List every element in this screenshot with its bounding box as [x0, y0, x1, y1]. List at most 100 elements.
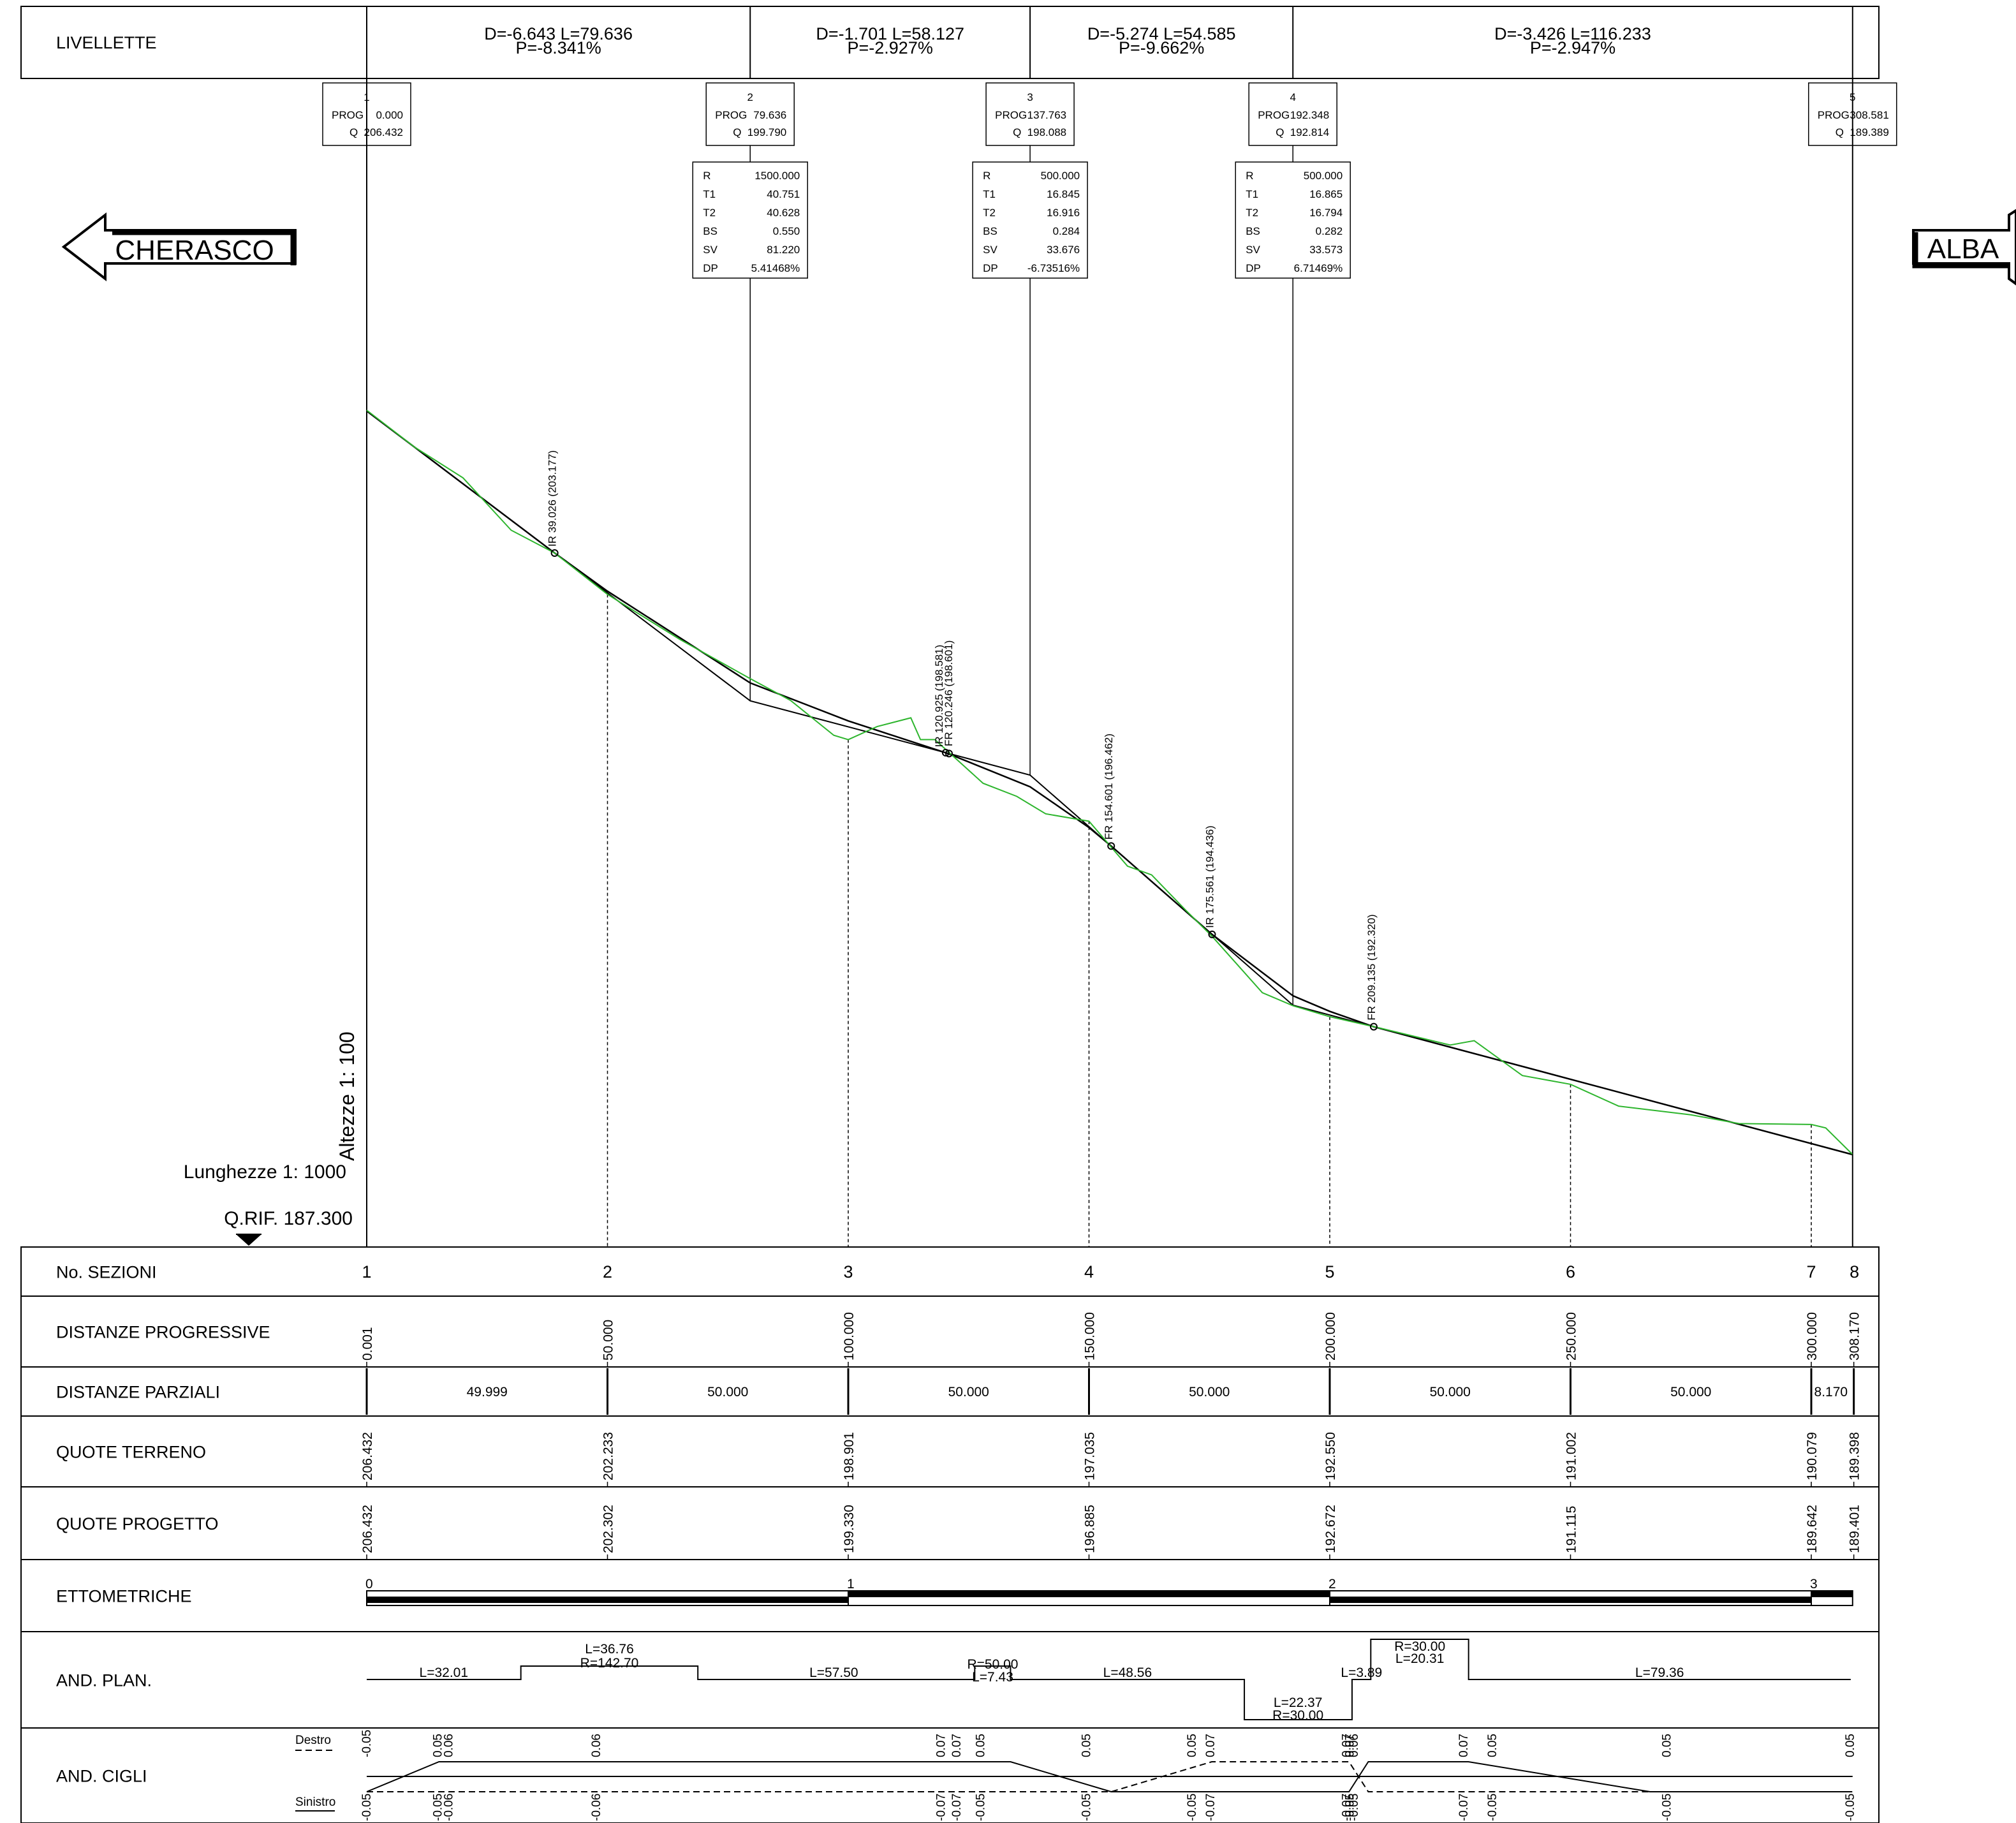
cigli-top-value: 0.05 — [1661, 1734, 1674, 1757]
livellette-segment-line2: P=-2.947% — [1530, 38, 1615, 57]
section-number: 8 — [1850, 1262, 1859, 1281]
cigli-bottom-value: -0.05 — [1186, 1794, 1199, 1821]
curve-param-value: 1500.000 — [754, 170, 800, 182]
curve-param-label: T2 — [703, 207, 716, 219]
section-number: 3 — [843, 1262, 853, 1281]
cigli-bottom-value: -0.05 — [360, 1794, 374, 1821]
curve-param-label: BS — [1246, 225, 1260, 237]
vertex-q-value: 199.790 — [747, 126, 786, 138]
right-arrow-shadow — [1912, 232, 2009, 269]
livellette-segment-line1: D=-5.274 L=54.585 — [1087, 24, 1236, 43]
cigli-bottom-value: -0.07 — [935, 1794, 948, 1821]
table-value-progressive: 308.170 — [1848, 1312, 1862, 1361]
curve-param-value: 40.628 — [767, 207, 800, 219]
curve-param-value: 16.845 — [1047, 188, 1080, 200]
cigli-top-value: 0.05 — [432, 1734, 445, 1757]
section-number: 4 — [1084, 1262, 1094, 1281]
cigli-bottom-value: -0.05 — [432, 1794, 445, 1821]
table-value-progetto: 189.642 — [1805, 1505, 1820, 1553]
section-number: 5 — [1325, 1262, 1334, 1281]
partial-distance-value: 49.999 — [467, 1385, 508, 1399]
curve-param-value: 500.000 — [1041, 170, 1080, 182]
plan-element-detail: L=7.43 — [972, 1670, 1013, 1685]
curve-param-label: DP — [983, 262, 998, 274]
marker-point — [550, 549, 559, 557]
vertex-prog-label: PROG — [1258, 109, 1290, 121]
table-row-label-sezioni: No. SEZIONI — [56, 1263, 157, 1282]
partial-distance-value: 50.000 — [1430, 1385, 1471, 1399]
section-number: 1 — [362, 1262, 371, 1281]
partial-distance-value: 50.000 — [1189, 1385, 1230, 1399]
partial-distance-value: 50.000 — [707, 1385, 748, 1399]
section-number: 2 — [603, 1262, 612, 1281]
curve-param-value: 40.751 — [767, 188, 800, 200]
table-value-progetto: 206.432 — [360, 1505, 375, 1553]
table-value-progetto: 192.672 — [1323, 1505, 1338, 1553]
plan-element-label: R=30.00 — [1394, 1639, 1445, 1654]
marker-label: IR 120.925 (198.581) — [933, 645, 945, 748]
curve-param-value: -6.73516% — [1027, 262, 1080, 274]
cigli-bottom-value: -0.07 — [1204, 1794, 1218, 1821]
plan-element-label: L=22.37 — [1274, 1695, 1323, 1710]
curve-param-value: 0.284 — [1053, 225, 1080, 237]
vertex-prog-label: PROG — [995, 109, 1027, 121]
livellette-band — [20, 6, 1880, 79]
vertex-q-label: Q — [1013, 126, 1021, 138]
curve-param-value: 81.220 — [767, 244, 800, 256]
curve-param-label: SV — [703, 244, 717, 256]
vertex-prog-label: PROG — [1818, 109, 1850, 121]
hectometric-label: 1 — [847, 1577, 855, 1591]
table-row-label-cigli: AND. CIGLI — [56, 1767, 147, 1786]
vertex-q-label: Q — [349, 126, 358, 138]
cigli-top-value: 0.05 — [975, 1734, 988, 1757]
curve-param-label: SV — [983, 244, 997, 256]
cigli-top-value: 0.07 — [1457, 1734, 1471, 1757]
table-value-progressive: 250.000 — [1564, 1312, 1579, 1361]
cigli-left-line — [366, 1761, 1853, 1792]
livellette-segment-line1: D=-1.701 L=58.127 — [816, 24, 964, 43]
vertex-q-value: 189.389 — [1850, 126, 1888, 138]
curve-param-label: R — [703, 170, 710, 182]
curve-param-label: DP — [1246, 262, 1261, 274]
table-value-progressive: 100.000 — [842, 1312, 857, 1361]
hectometric-bar-fill — [1811, 1591, 1853, 1597]
cigli-bottom-value: -0.05 — [1080, 1794, 1094, 1821]
cigli-top-value: 0.07 — [1340, 1734, 1353, 1757]
curve-param-label: T2 — [1246, 207, 1258, 219]
livellette-segment-line1: D=-6.643 L=79.636 — [484, 24, 633, 43]
table-value-progetto: 189.401 — [1848, 1505, 1862, 1553]
hectometric-bar-fill — [848, 1591, 1330, 1597]
curve-param-value: 0.550 — [773, 225, 800, 237]
cigli-bottom-value: -0.05 — [1486, 1794, 1499, 1821]
plan-element-detail: R=30.00 — [1272, 1708, 1323, 1723]
table-value-progressive: 300.000 — [1805, 1312, 1820, 1361]
curve-param-value: 0.282 — [1316, 225, 1343, 237]
section-number: 7 — [1806, 1262, 1816, 1281]
cigli-top-value: 0.06 — [590, 1734, 603, 1757]
vertex-q-value: 198.088 — [1027, 126, 1066, 138]
vertex-number: 3 — [1027, 91, 1033, 103]
vertex-q-value: 206.432 — [364, 126, 403, 138]
table-row-label-ettometriche: ETTOMETRICHE — [56, 1587, 192, 1606]
table-row-label-parziali: DISTANZE PARZIALI — [56, 1383, 220, 1402]
marker-label: IR 39.026 (203.177) — [547, 450, 559, 547]
marker-label: IR 175.561 (194.436) — [1203, 825, 1216, 928]
vertex-prog-label: PROG — [715, 109, 747, 121]
cigli-bottom-value: -0.05 — [975, 1794, 988, 1821]
table-value-progetto: 196.885 — [1083, 1505, 1098, 1553]
livellette-segment-line2: P=-9.662% — [1119, 38, 1204, 57]
table-value-progressive: 0.001 — [360, 1327, 375, 1361]
vertex-q-label: Q — [1276, 126, 1284, 138]
direction-right-label: ALBA — [1927, 233, 1999, 265]
cigli-legend-right: Destro — [295, 1734, 331, 1747]
cigli-bottom-value: -0.07 — [1340, 1794, 1353, 1821]
vertex-q-label: Q — [1836, 126, 1844, 138]
table-value-terreno: 197.035 — [1083, 1432, 1098, 1480]
vertex-q-label: Q — [733, 126, 741, 138]
plan-element-label: L=79.36 — [1635, 1665, 1684, 1680]
cigli-top-value: 0.06 — [442, 1734, 455, 1757]
plan-element-label: L=32.01 — [420, 1665, 469, 1680]
vertex-prog-value: 137.763 — [1027, 109, 1066, 121]
marker-point — [1369, 1022, 1378, 1031]
table-value-progressive: 200.000 — [1323, 1312, 1338, 1361]
